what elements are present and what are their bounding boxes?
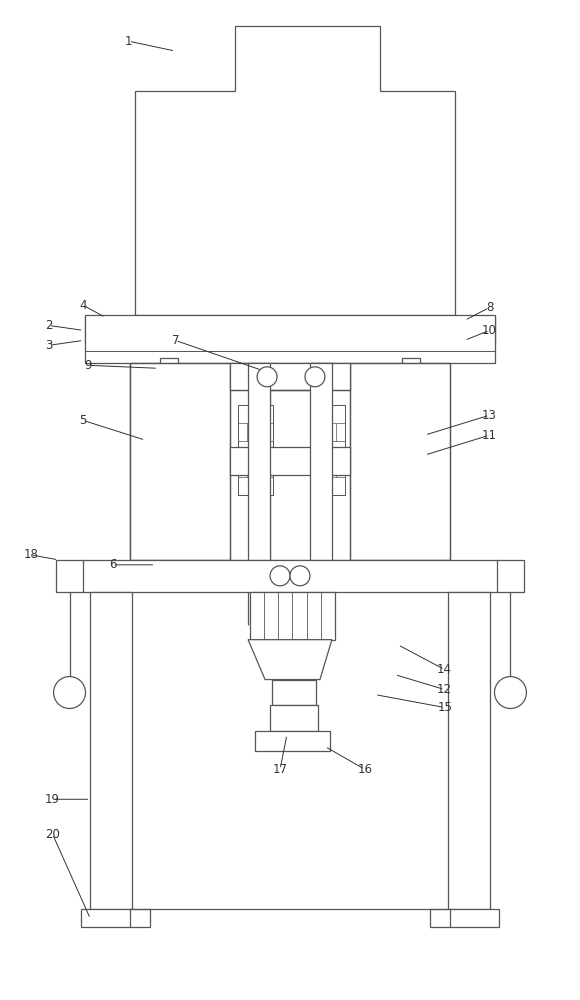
Text: 12: 12 (437, 683, 452, 696)
Bar (230, 363, 350, 390)
Text: 13: 13 (482, 409, 497, 422)
Bar (250, 592, 335, 640)
Bar (160, 358, 178, 380)
Bar (130, 363, 450, 560)
Bar (430, 909, 499, 927)
Text: 11: 11 (482, 429, 497, 442)
Text: 5: 5 (79, 414, 86, 427)
Text: 10: 10 (482, 324, 497, 337)
Bar (81, 909, 150, 927)
Text: 2: 2 (45, 319, 52, 332)
Text: 6: 6 (108, 558, 116, 571)
Circle shape (305, 367, 325, 387)
Text: 7: 7 (172, 334, 179, 347)
Bar (496, 560, 524, 592)
Circle shape (53, 677, 85, 708)
Bar (238, 405, 273, 495)
Bar (448, 592, 490, 909)
Text: 19: 19 (45, 793, 60, 806)
Bar (85, 315, 495, 363)
Text: 17: 17 (273, 763, 288, 776)
Circle shape (257, 367, 277, 387)
Circle shape (495, 677, 527, 708)
Text: 16: 16 (357, 763, 372, 776)
Text: 14: 14 (437, 663, 452, 676)
Text: 15: 15 (437, 701, 452, 714)
Bar (310, 405, 345, 495)
Circle shape (270, 566, 290, 586)
Bar (402, 358, 420, 380)
Circle shape (290, 566, 310, 586)
Polygon shape (248, 640, 332, 680)
Bar (90, 592, 132, 909)
Bar (270, 390, 312, 620)
Bar (81, 560, 499, 592)
Bar (230, 447, 350, 475)
Text: 4: 4 (79, 299, 87, 312)
Text: 3: 3 (45, 339, 52, 352)
Bar (85, 316, 146, 344)
Bar (248, 363, 270, 560)
Bar (434, 316, 495, 344)
Bar (270, 705, 318, 731)
Text: 9: 9 (85, 359, 92, 372)
Text: 20: 20 (45, 828, 60, 841)
Bar (56, 560, 84, 592)
Text: 8: 8 (486, 301, 493, 314)
Bar (350, 363, 450, 560)
Polygon shape (135, 26, 455, 315)
Bar (310, 363, 332, 560)
Bar (255, 731, 330, 751)
Bar (130, 363, 230, 560)
Text: 1: 1 (125, 35, 132, 48)
Bar (272, 680, 316, 705)
Text: 18: 18 (23, 548, 38, 561)
